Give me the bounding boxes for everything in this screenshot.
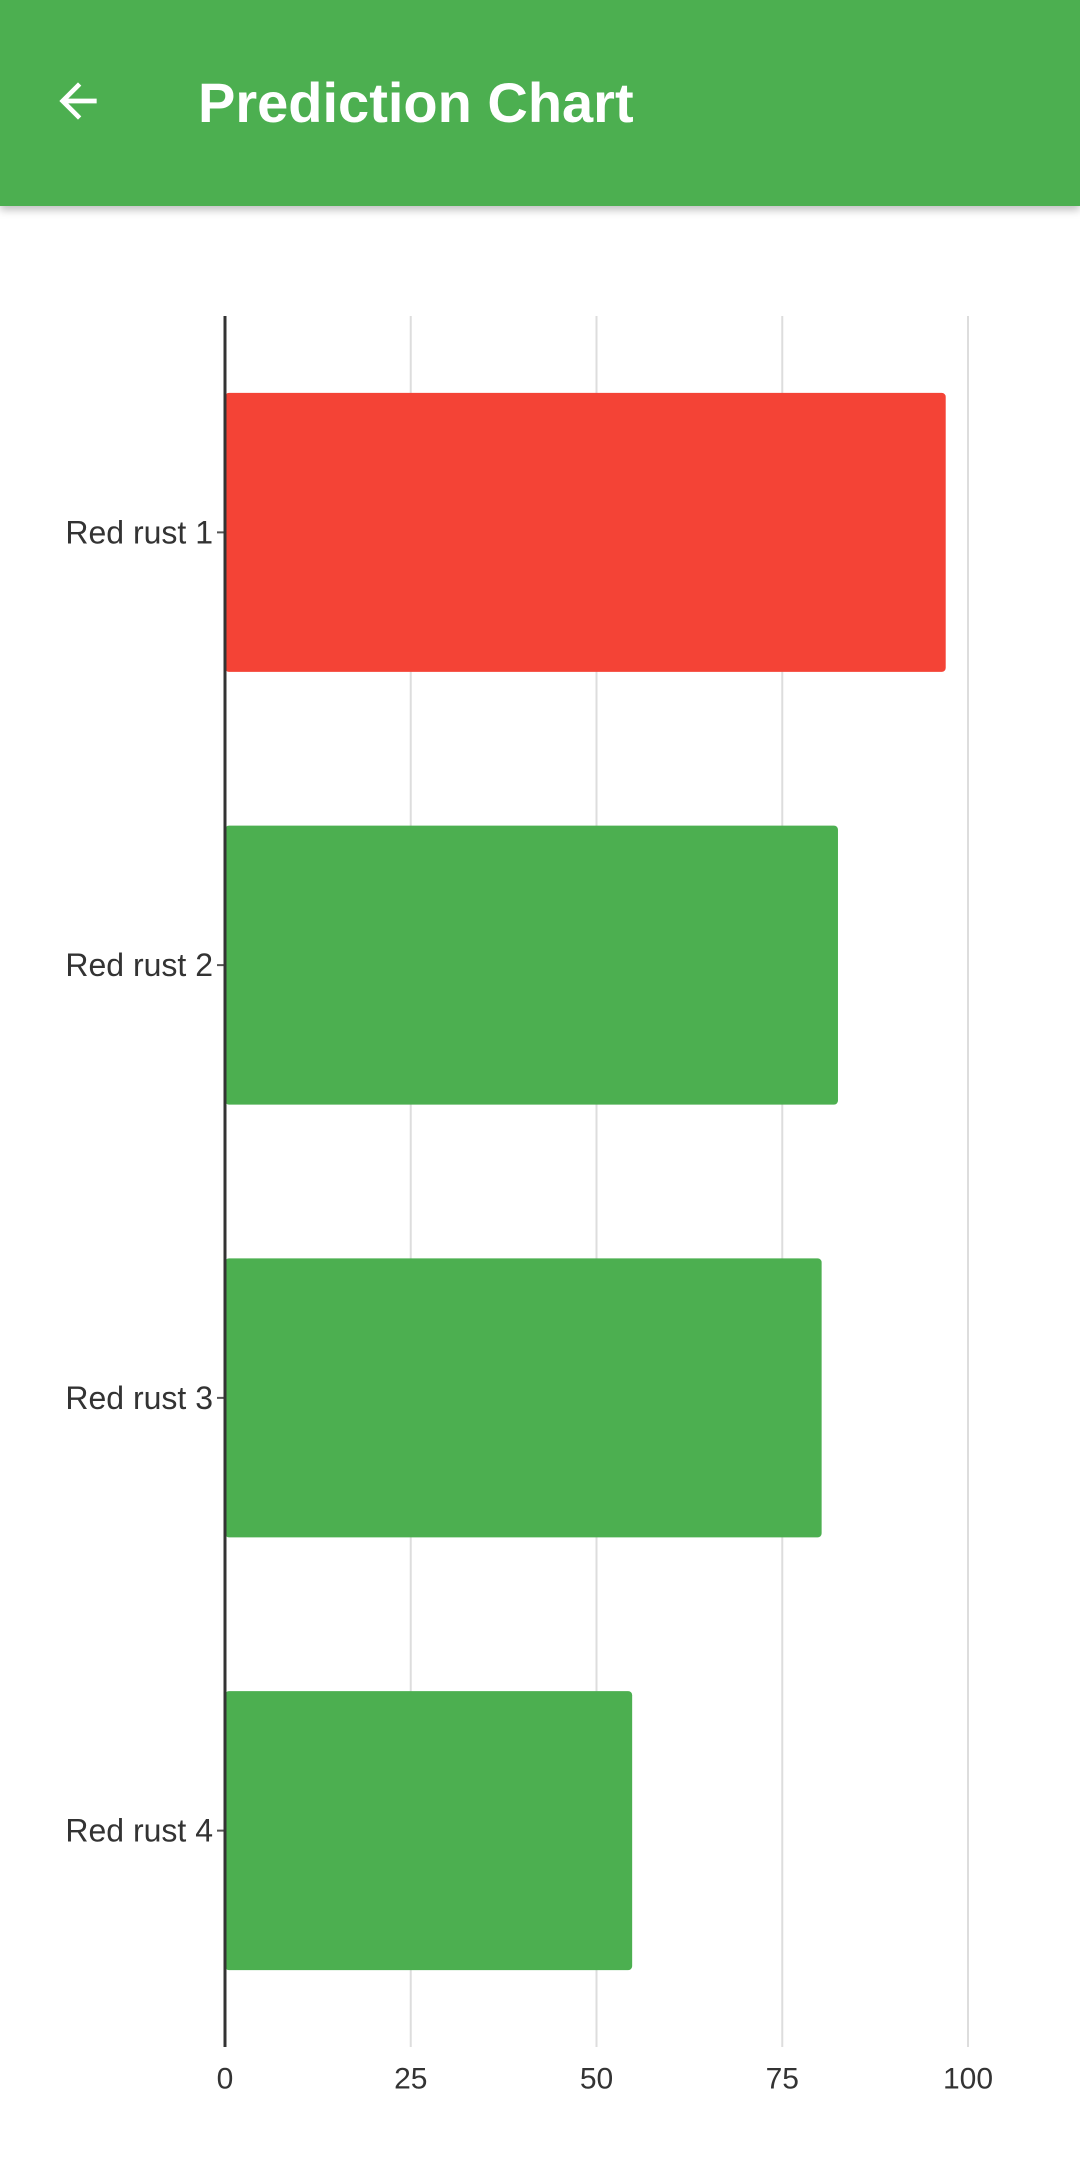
category-label-4: Red rust 4: [65, 1813, 213, 1849]
x-tick-label-75: 75: [766, 2063, 799, 2096]
x-tick-label-25: 25: [394, 2063, 427, 2096]
category-label-1: Red rust 1: [65, 514, 213, 550]
app-bar: Prediction Chart: [0, 0, 1080, 206]
arrow-left-icon: [59, 82, 97, 120]
bar-2: [225, 825, 838, 1105]
category-label-3: Red rust 3: [65, 1380, 213, 1416]
prediction-chart: Red rust 1 Red rust 2 Red rust 3 Red rust 4…: [0, 206, 1080, 2160]
x-tick-label-50: 50: [580, 2063, 613, 2096]
bar-4: [225, 1691, 633, 1971]
bar-chart: Red rust 1 Red rust 2 Red rust 3 Red rust 4…: [65, 316, 993, 2096]
x-tick-label-100: 100: [943, 2063, 993, 2096]
back-button[interactable]: [40, 63, 116, 139]
x-tick-label-0: 0: [217, 2063, 234, 2096]
category-label-2: Red rust 2: [65, 947, 213, 983]
bar-3: [225, 1258, 822, 1538]
page-title: Prediction Chart: [198, 71, 634, 134]
bar-1: [225, 392, 946, 672]
